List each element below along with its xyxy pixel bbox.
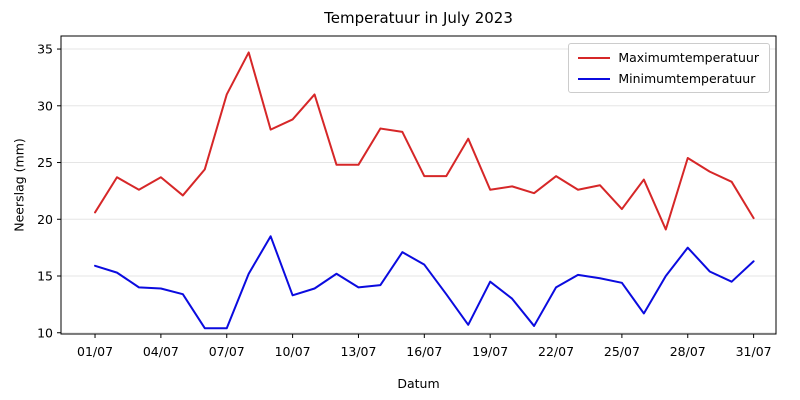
legend-item-min-temp: Minimumtemperatuur <box>578 71 759 86</box>
x-tick-label: 25/07 <box>604 344 640 359</box>
x-tick-label: 19/07 <box>472 344 508 359</box>
legend: Maximumtemperatuur Minimumtemperatuur <box>568 43 770 93</box>
y-tick-label: 10 <box>37 325 53 340</box>
y-axis-ticks: 10 15 20 25 30 35 <box>37 42 61 340</box>
x-tick-label: 13/07 <box>340 344 376 359</box>
y-tick-label: 20 <box>37 212 53 227</box>
chart-title: Temperatuur in July 2023 <box>324 9 513 27</box>
x-tick-label: 28/07 <box>670 344 706 359</box>
x-tick-label: 04/07 <box>143 344 179 359</box>
y-tick-label: 25 <box>37 155 53 170</box>
legend-item-max-temp: Maximumtemperatuur <box>578 50 759 65</box>
y-tick-label: 15 <box>37 269 53 284</box>
x-tick-label: 10/07 <box>275 344 311 359</box>
x-tick-label: 22/07 <box>538 344 574 359</box>
min-temp-line-swatch-icon <box>578 77 611 80</box>
y-tick-label: 35 <box>37 42 53 57</box>
y-axis-label: Neerslag (mm) <box>11 138 27 232</box>
x-axis-label: Datum <box>397 376 440 391</box>
legend-label-max-temp: Maximumtemperatuur <box>618 50 759 65</box>
x-tick-label: 01/07 <box>77 344 113 359</box>
x-axis-ticks: 01/07 04/07 07/07 10/07 13/07 16/07 19/07 22/07… <box>77 334 772 359</box>
axes-spines <box>60 35 777 335</box>
max-temp-line <box>94 51 755 231</box>
min-temp-line <box>94 235 755 330</box>
x-tick-label: 31/07 <box>736 344 772 359</box>
gridlines <box>61 48 776 334</box>
y-tick-label: 30 <box>37 98 53 113</box>
legend-label-min-temp: Minimumtemperatuur <box>618 71 756 86</box>
x-tick-label: 07/07 <box>209 344 245 359</box>
max-temp-line-swatch-icon <box>578 56 611 59</box>
x-tick-label: 16/07 <box>406 344 442 359</box>
